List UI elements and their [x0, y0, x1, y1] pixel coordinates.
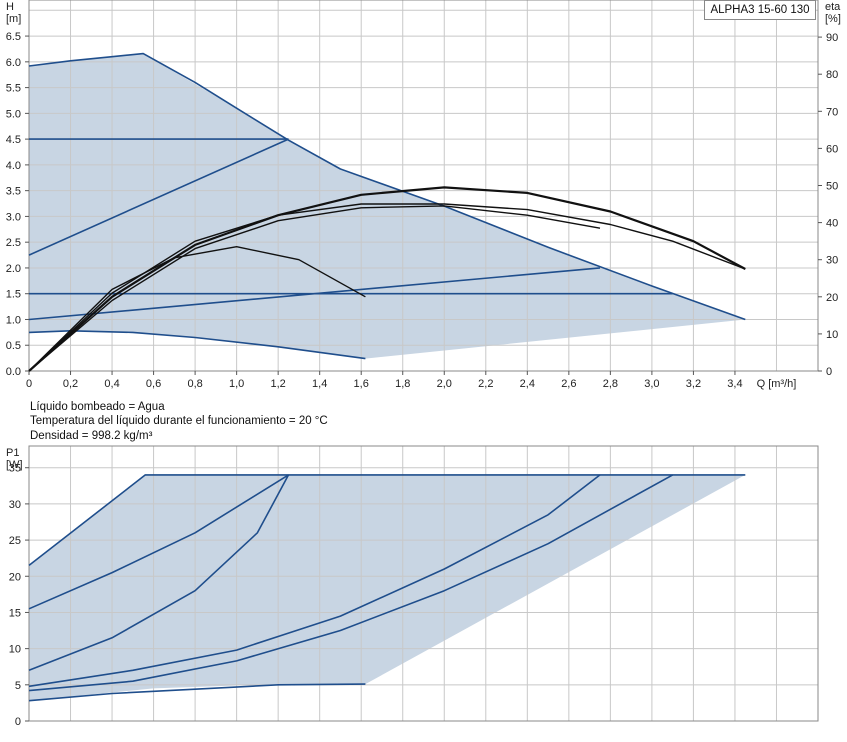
- eta-series-2: [28, 203, 746, 372]
- x-tick-label: 0,4: [104, 378, 119, 390]
- plot-frame: [28, 445, 819, 722]
- y-tick-label: 15: [9, 607, 21, 619]
- y-tick-label: 0.5: [6, 340, 21, 352]
- x-tick-label: 2,2: [478, 378, 493, 390]
- y-tick-label: 6.5: [6, 31, 21, 43]
- y2-tick-label: 80: [826, 69, 838, 81]
- x-tick-label: 1,6: [354, 378, 369, 390]
- y-axis-label: H: [6, 1, 14, 13]
- curve-series-5: [28, 267, 601, 321]
- y-tick-label: 35: [9, 463, 21, 475]
- info-line-temperature: Temperatura del líquido durante el funci…: [30, 415, 328, 427]
- eta-series-3: [28, 205, 601, 372]
- model-label: ALPHA3 15-60 130: [704, 0, 816, 20]
- y2-tick-label: 10: [826, 329, 838, 341]
- y-tick-label: 0.0: [6, 366, 21, 378]
- y-tick-label: 2.5: [6, 237, 21, 249]
- x-tick-label: 1,2: [271, 378, 286, 390]
- y-tick-label: 5: [15, 680, 21, 692]
- y2-axis-label: [%]: [825, 13, 841, 25]
- curve-series-6: [28, 329, 366, 360]
- y-tick-label: 3.5: [6, 186, 21, 198]
- x-tick-label: 1,4: [312, 378, 327, 390]
- y-axis-label: [W]: [6, 459, 23, 471]
- x-tick-label: 1,8: [395, 378, 410, 390]
- curve-series-1: [28, 474, 746, 567]
- y-tick-label: 5.5: [6, 83, 21, 95]
- x-tick-label: 1,0: [229, 378, 244, 390]
- fluid-info: Líquido bombeado = Agua Temperatura del …: [30, 401, 328, 442]
- y2-tick-label: 30: [826, 255, 838, 267]
- y2-tick-label: 40: [826, 218, 838, 230]
- y-tick-label: 5.0: [6, 108, 21, 120]
- y-tick-label: 2.0: [6, 263, 21, 275]
- y-axis-label: P1: [6, 447, 19, 459]
- y-axis-label: [m]: [6, 13, 21, 25]
- x-axis-label: Q [m³/h]: [757, 378, 797, 390]
- y-tick-label: 4.0: [6, 160, 21, 172]
- curve-series-1: [28, 52, 746, 321]
- curve-series-3: [28, 138, 289, 256]
- y-tick-label: 10: [9, 644, 21, 656]
- head-efficiency-chart: 0 10 20 30 40 50 60 70 80 90 eta[%] 0.0 0.5 1.0 1.5 2.0…: [6, 0, 841, 390]
- y2-tick-label: 90: [826, 32, 838, 44]
- y-tick-label: 3.0: [6, 211, 21, 223]
- y-tick-label: 1.0: [6, 314, 21, 326]
- power-chart: 0 5 10 15 20 25 30 35 P1[W]: [6, 445, 819, 728]
- y2-tick-label: 20: [826, 292, 838, 304]
- curve-series-2: [28, 474, 289, 610]
- eta-series-1: [28, 186, 746, 372]
- x-tick-label: 0,2: [63, 378, 78, 390]
- eta-series-4: [28, 245, 366, 372]
- x-tick-label: 2,4: [520, 378, 535, 390]
- x-tick-label: 0,6: [146, 378, 161, 390]
- x-tick-label: 3,2: [686, 378, 701, 390]
- x-tick-label: 2,6: [561, 378, 576, 390]
- y-tick-label: 6.0: [6, 57, 21, 69]
- x-tick-label: 0,8: [187, 378, 202, 390]
- y-tick-label: 25: [9, 535, 21, 547]
- x-tick-label: 2,8: [603, 378, 618, 390]
- curve-series-5: [28, 474, 674, 692]
- curve-series-3: [28, 474, 290, 672]
- info-line-fluid: Líquido bombeado = Agua: [30, 401, 165, 413]
- x-tick-label: 3,0: [644, 378, 659, 390]
- y2-tick-label: 0: [826, 366, 832, 378]
- curve-series-6: [28, 683, 366, 702]
- y-tick-label: 30: [9, 499, 21, 511]
- curve-series-4: [28, 474, 601, 688]
- x-tick-label: 0: [26, 378, 32, 390]
- operating-area: [29, 474, 746, 701]
- y2-tick-label: 50: [826, 181, 838, 193]
- y-tick-label: 4.5: [6, 134, 21, 146]
- y-tick-label: 1.5: [6, 289, 21, 301]
- x-tick-label: 2,0: [437, 378, 452, 390]
- x-tick-label: 3,4: [727, 378, 742, 390]
- info-line-density: Densidad = 998.2 kg/m³: [30, 430, 153, 442]
- y-tick-label: 20: [9, 571, 21, 583]
- y-tick-label: 0: [15, 716, 21, 728]
- y2-axis-label: eta: [825, 1, 841, 13]
- operating-area: [29, 53, 746, 359]
- y2-tick-label: 60: [826, 143, 838, 155]
- y2-tick-label: 70: [826, 106, 838, 118]
